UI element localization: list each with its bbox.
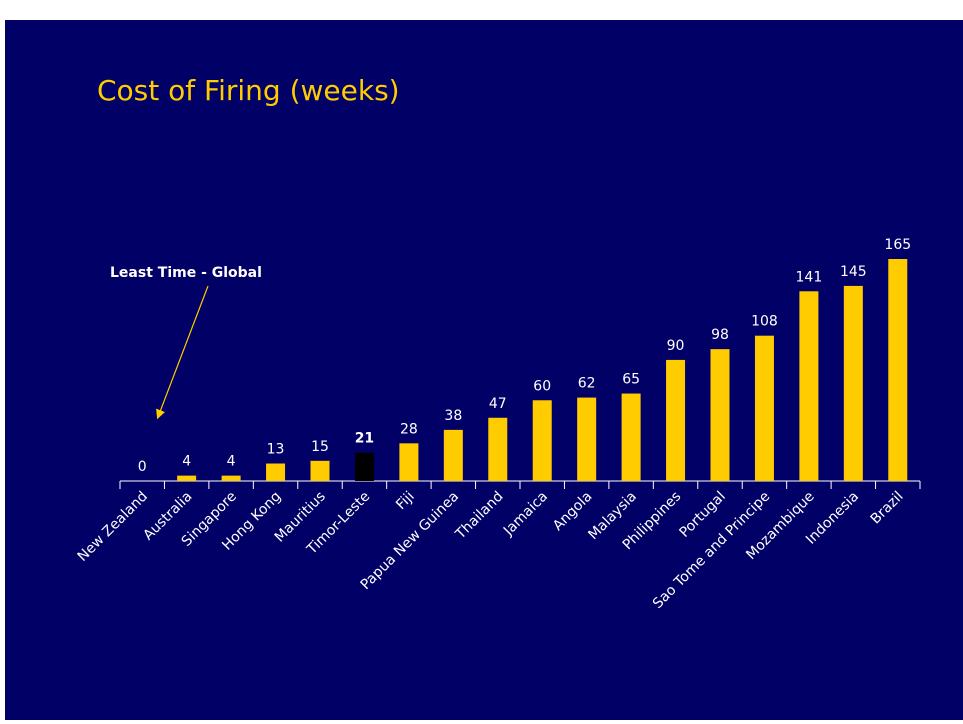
value-label: 13 — [267, 442, 285, 458]
value-label: 0 — [138, 459, 147, 475]
bar — [310, 460, 330, 481]
value-label: 108 — [751, 314, 778, 330]
bar — [443, 429, 463, 481]
bar — [710, 349, 730, 481]
bar — [621, 393, 641, 481]
value-label: 141 — [796, 269, 823, 285]
bar — [754, 335, 774, 481]
value-label: 38 — [444, 408, 462, 424]
bar — [266, 463, 286, 481]
value-label: 21 — [355, 431, 374, 447]
bar — [577, 397, 597, 481]
bar — [666, 359, 686, 481]
value-label: 15 — [311, 439, 329, 455]
value-label: 47 — [489, 396, 507, 412]
value-label: 4 — [227, 454, 236, 470]
bar — [177, 475, 197, 481]
chart-title: Cost of Firing (weeks) — [97, 74, 400, 107]
value-label: 28 — [400, 421, 418, 437]
bar — [221, 475, 241, 481]
annotation: Least Time - Global — [110, 265, 262, 281]
value-label: 65 — [622, 372, 640, 388]
value-label: 98 — [711, 327, 729, 343]
bar — [532, 400, 552, 481]
value-label: 62 — [578, 376, 596, 392]
bar — [488, 417, 508, 481]
value-label: 145 — [840, 264, 867, 280]
bar — [399, 443, 419, 481]
slide-background — [5, 20, 963, 720]
value-label: 4 — [182, 454, 191, 470]
value-label: 90 — [667, 338, 685, 354]
bar — [799, 291, 819, 481]
annotation-arrow — [156, 285, 209, 420]
bar — [354, 452, 374, 481]
bar — [843, 285, 863, 481]
bar — [888, 259, 908, 481]
value-label: 165 — [884, 237, 911, 253]
value-label: 60 — [533, 378, 551, 394]
